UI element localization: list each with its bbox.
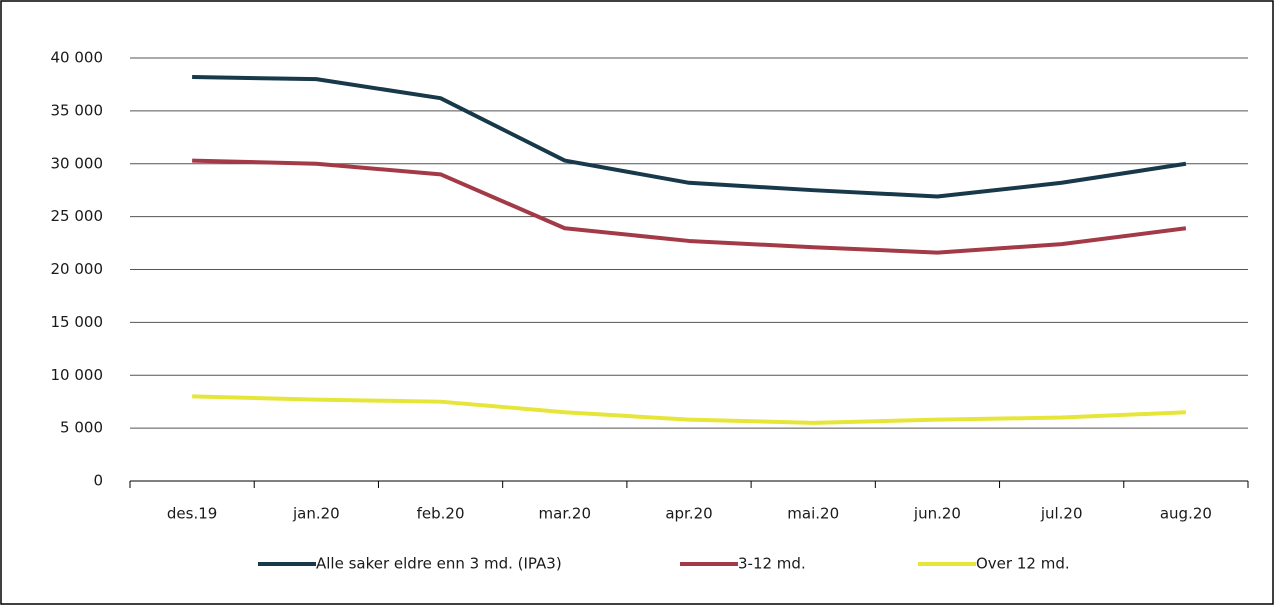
y-tick-label: 0 [93, 472, 103, 490]
y-tick-label: 40 000 [51, 49, 104, 67]
x-tick-label: jul.20 [1040, 505, 1083, 523]
series-line [192, 75, 1187, 199]
x-tick-label: apr.20 [665, 505, 712, 523]
x-tick-label: jan.20 [292, 505, 340, 523]
y-tick-label: 25 000 [51, 207, 104, 225]
series-line [192, 158, 1187, 255]
x-tick-label: aug.20 [1160, 505, 1212, 523]
legend-label: Alle saker eldre enn 3 md. (IPA3) [316, 555, 562, 573]
y-tick-label: 35 000 [51, 101, 104, 119]
y-tick-label: 15 000 [51, 313, 104, 331]
y-tick-label: 20 000 [51, 260, 104, 278]
x-tick-label: feb.20 [417, 505, 465, 523]
y-tick-label: 30 000 [51, 154, 104, 172]
x-tick-label: mai.20 [787, 505, 839, 523]
x-tick-label: des.19 [167, 505, 217, 523]
series-line [192, 394, 1186, 425]
legend-label: Over 12 md. [976, 555, 1070, 573]
y-tick-label: 5 000 [60, 419, 103, 437]
y-tick-label: 10 000 [51, 366, 104, 384]
legend-label: 3-12 md. [738, 555, 806, 573]
x-tick-label: mar.20 [539, 505, 591, 523]
x-tick-label: jun.20 [913, 505, 961, 523]
